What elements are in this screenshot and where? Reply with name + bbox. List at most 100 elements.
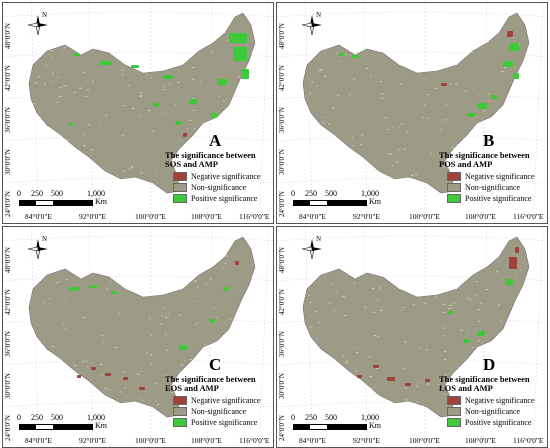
texture-fleck: [155, 173, 157, 175]
texture-fleck: [485, 356, 487, 357]
significance-patch: [235, 261, 239, 265]
legend-title-line2: SOS and AMP: [165, 159, 218, 169]
significance-patch: [77, 375, 81, 378]
significance-patch: [99, 61, 111, 65]
texture-fleck: [456, 144, 460, 146]
texture-fleck: [209, 399, 212, 401]
texture-fleck: [174, 35, 177, 37]
texture-fleck: [164, 86, 166, 88]
terrain-texture: [307, 250, 522, 413]
texture-fleck: [83, 145, 85, 146]
texture-fleck: [400, 123, 403, 125]
texture-fleck: [127, 37, 131, 39]
texture-fleck: [463, 138, 466, 140]
texture-fleck: [472, 353, 475, 355]
legend-item: Negative significance: [447, 171, 535, 182]
texture-fleck: [443, 335, 446, 337]
texture-fleck: [111, 255, 114, 256]
texture-fleck: [209, 278, 212, 280]
texture-fleck: [410, 174, 413, 176]
texture-fleck: [426, 33, 429, 35]
texture-fleck: [480, 302, 483, 304]
texture-fleck: [405, 399, 408, 401]
texture-fleck: [475, 116, 477, 117]
texture-fleck: [475, 186, 478, 188]
longitude-label: 108°0'0"E: [191, 436, 222, 445]
texture-fleck: [162, 308, 165, 310]
significance-patch: [91, 367, 96, 370]
texture-fleck: [497, 133, 500, 135]
latitude-label: 36°0'0"N: [278, 107, 286, 133]
texture-fleck: [36, 152, 39, 154]
texture-fleck: [419, 347, 422, 349]
significance-patch: [357, 375, 362, 378]
significance-patch: [425, 379, 430, 382]
texture-fleck: [99, 124, 101, 126]
texture-fleck: [519, 175, 523, 177]
texture-fleck: [504, 182, 507, 183]
texture-fleck: [444, 374, 448, 376]
texture-fleck: [42, 301, 44, 303]
texture-fleck: [427, 284, 431, 285]
texture-fleck: [150, 77, 152, 79]
texture-fleck: [86, 89, 89, 91]
texture-fleck: [139, 31, 141, 33]
texture-fleck: [211, 262, 214, 263]
scale-bar: 0 250 500 1,000 Km: [291, 413, 381, 430]
significance-patches: [357, 247, 519, 386]
texture-fleck: [422, 117, 425, 118]
texture-fleck: [359, 32, 363, 34]
texture-fleck: [395, 161, 399, 163]
longitude-label: 100°0'0"E: [409, 436, 440, 445]
significance-patch: [507, 31, 513, 37]
texture-fleck: [520, 269, 522, 271]
texture-fleck: [235, 353, 238, 355]
texture-fleck: [125, 256, 128, 257]
texture-fleck: [85, 43, 88, 44]
texture-fleck: [103, 251, 105, 253]
texture-fleck: [467, 332, 469, 334]
latitude-label: 36°0'0"N: [278, 331, 286, 357]
texture-fleck: [369, 376, 373, 377]
texture-fleck: [33, 103, 35, 105]
significance-patch: [179, 345, 187, 350]
texture-fleck: [159, 269, 163, 270]
texture-fleck: [114, 347, 118, 349]
latitude-label: 42°0'0"N: [4, 65, 12, 91]
texture-fleck: [331, 404, 334, 406]
texture-fleck: [321, 116, 324, 118]
texture-fleck: [127, 85, 130, 86]
north-arrow-icon: N: [27, 235, 48, 260]
texture-fleck: [177, 82, 180, 83]
texture-fleck: [357, 275, 359, 277]
latitude-label: 24°0'0"N: [278, 415, 286, 441]
texture-fleck: [65, 279, 68, 280]
latitude-label: 36°0'0"N: [4, 331, 12, 357]
texture-fleck: [344, 54, 347, 55]
texture-fleck: [386, 129, 389, 130]
texture-fleck: [87, 124, 90, 126]
texture-fleck: [355, 161, 357, 162]
texture-fleck: [477, 320, 481, 322]
texture-fleck: [124, 387, 126, 389]
texture-fleck: [177, 181, 180, 183]
texture-fleck: [427, 94, 430, 96]
texture-fleck: [121, 69, 124, 71]
texture-fleck: [193, 280, 197, 282]
legend-title-line1: The significance between: [439, 150, 530, 160]
texture-fleck: [347, 395, 350, 397]
significance-patch: [447, 311, 453, 314]
texture-fleck: [490, 164, 492, 166]
latitude-label: 30°0'0"N: [4, 373, 12, 399]
texture-fleck: [167, 37, 169, 38]
texture-fleck: [189, 359, 192, 361]
texture-fleck: [135, 316, 137, 318]
longitude-label: 108°0'0"E: [465, 212, 496, 221]
texture-fleck: [478, 352, 481, 353]
texture-fleck: [34, 147, 37, 149]
legend: Negative significance Non-significance P…: [173, 171, 261, 204]
texture-fleck: [167, 313, 170, 315]
texture-fleck: [364, 306, 367, 308]
texture-fleck: [184, 360, 185, 362]
texture-fleck: [336, 292, 338, 294]
